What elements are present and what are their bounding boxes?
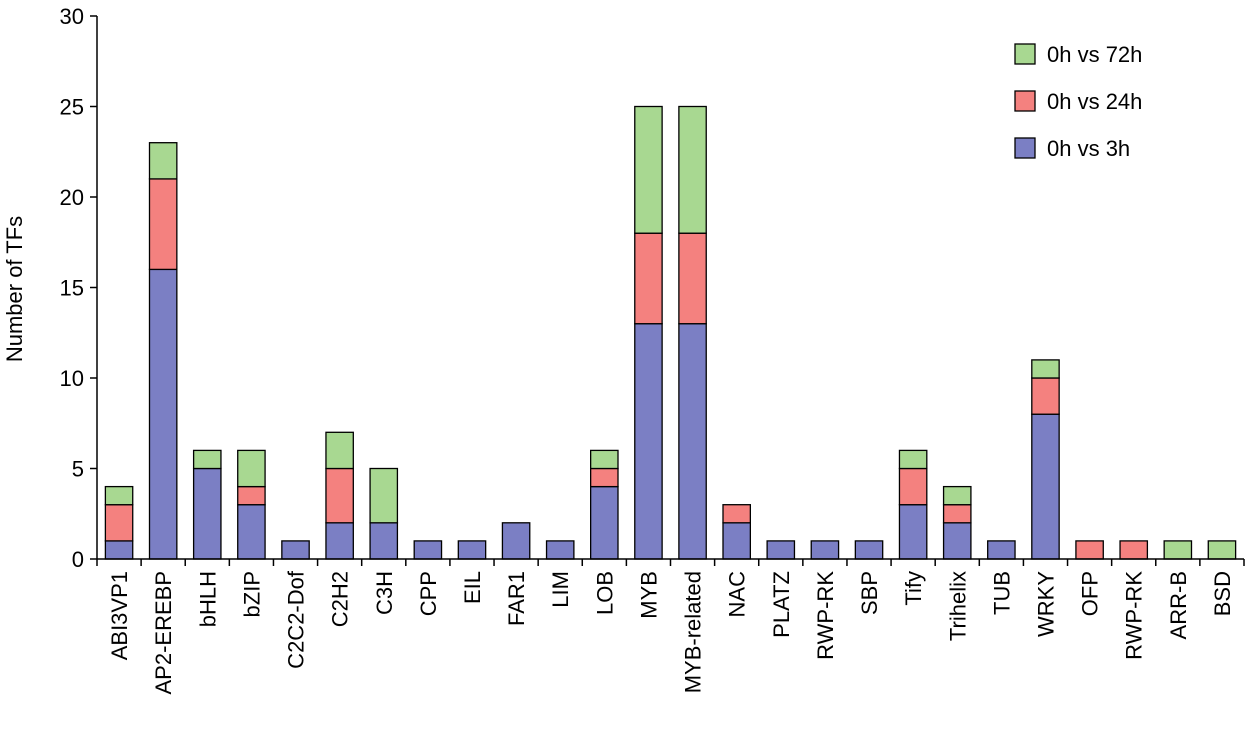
y-tick-label: 30 [60, 4, 84, 29]
bar-segment [1031, 413, 1060, 560]
x-tick-label: MYB [636, 571, 661, 619]
x-tick-label: ARR-B [1166, 571, 1191, 639]
bar-segment [590, 485, 619, 560]
y-tick-label: 0 [72, 547, 84, 572]
bar-segment [898, 504, 928, 560]
bar-segment [634, 323, 663, 560]
bar-segment [369, 467, 399, 524]
bar-segment [545, 540, 575, 560]
bar-segment [678, 105, 707, 234]
bar-segment [281, 540, 310, 560]
x-tick-label: C2C2-Dof [284, 570, 309, 669]
x-tick-label: LOB [592, 571, 617, 615]
bar-segment [854, 540, 884, 560]
x-tick-label: Trihelix [945, 571, 970, 641]
x-tick-label: C2H2 [328, 571, 353, 627]
bar-segment [192, 449, 222, 470]
x-tick-label: BSD [1210, 571, 1235, 616]
bar-segment [104, 504, 134, 542]
bar-segment [634, 232, 663, 325]
bar-segment [987, 540, 1016, 560]
bar-segment [942, 522, 972, 560]
bar-segment [148, 178, 178, 271]
legend-label: 0h vs 72h [1047, 42, 1142, 67]
bar-segment [766, 540, 796, 560]
bar-segment [325, 431, 354, 470]
x-tick-label: LIM [548, 571, 573, 608]
bar-segment [457, 540, 487, 560]
y-axis-title: Number of TFs [2, 216, 27, 362]
x-tick-label: CPP [416, 571, 441, 616]
bar-segment [590, 449, 619, 470]
legend-label: 0h vs 24h [1047, 89, 1142, 114]
bar-segment [722, 504, 752, 524]
x-tick-label: SBP [857, 571, 882, 615]
y-tick-label: 15 [60, 276, 84, 301]
bar-segment [1075, 540, 1104, 560]
legend-swatch [1014, 90, 1036, 112]
bar-segment [104, 540, 134, 560]
bar-segment [192, 467, 222, 560]
legend-swatch [1014, 43, 1036, 65]
bar-segment [237, 504, 266, 560]
y-tick-label: 20 [60, 185, 84, 210]
bar-segment [369, 522, 399, 560]
x-tick-label: ABI3VP1 [107, 571, 132, 660]
x-tick-label: RWP-RK [1122, 571, 1147, 660]
bars-group [104, 105, 1237, 560]
x-tick-label: Tify [901, 571, 926, 606]
bar-segment [325, 522, 354, 560]
bar-segment [501, 522, 531, 560]
x-tick-label: RWP-RK [813, 571, 838, 660]
bar-segment [325, 467, 354, 524]
bar-segment [1031, 377, 1060, 415]
x-tick-label: WRKY [1033, 571, 1058, 637]
legend-label: 0h vs 3h [1047, 136, 1130, 161]
bar-segment [237, 449, 266, 488]
bar-segment [898, 467, 928, 506]
x-tick-label: C3H [372, 571, 397, 615]
x-tick-label: bHLH [195, 571, 220, 627]
x-tick-label: AP2-EREBP [151, 571, 176, 695]
bar-segment [1031, 359, 1060, 379]
legend-swatch [1014, 137, 1036, 159]
axes-group: 0 5 10 15 20 25 30 ABI3VP1 AP2-EREBP bHLH bZIP C2C2… [60, 4, 1245, 695]
x-tick-label: bZIP [239, 571, 264, 617]
x-tick-label: EIL [460, 571, 485, 604]
bar-segment [1207, 540, 1237, 560]
bar-segment [148, 268, 178, 560]
bar-segment [678, 232, 707, 325]
x-tick-label: PLATZ [769, 571, 794, 638]
x-tick-label: MYB-related [681, 571, 706, 693]
bar-segment [634, 105, 663, 234]
bar-segment [413, 540, 443, 560]
bar-segment [104, 485, 134, 506]
y-tick-label: 5 [72, 457, 84, 482]
y-tick-label: 25 [60, 95, 84, 120]
bar-segment [1163, 540, 1193, 560]
x-tick-label: FAR1 [504, 571, 529, 626]
bar-segment [942, 485, 972, 506]
bar-segment [148, 142, 178, 180]
bar-segment [1119, 540, 1149, 560]
x-tick-label: TUB [989, 571, 1014, 615]
bar-segment [590, 467, 619, 488]
bar-segment [678, 323, 707, 560]
bar-segment [237, 485, 266, 506]
y-tick-label: 10 [60, 366, 84, 391]
bar-segment [898, 449, 928, 470]
x-tick-label: NAC [725, 571, 750, 618]
x-tick-label: OFP [1078, 571, 1103, 616]
bar-segment [942, 504, 972, 524]
bar-segment [810, 540, 840, 560]
legend: 0h vs 72h 0h vs 24h 0h vs 3h [1014, 42, 1142, 161]
bar-segment [722, 522, 752, 560]
